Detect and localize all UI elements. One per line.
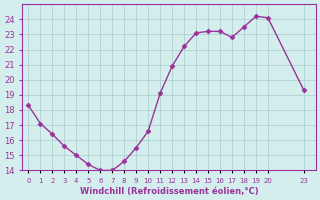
X-axis label: Windchill (Refroidissement éolien,°C): Windchill (Refroidissement éolien,°C) — [80, 187, 259, 196]
